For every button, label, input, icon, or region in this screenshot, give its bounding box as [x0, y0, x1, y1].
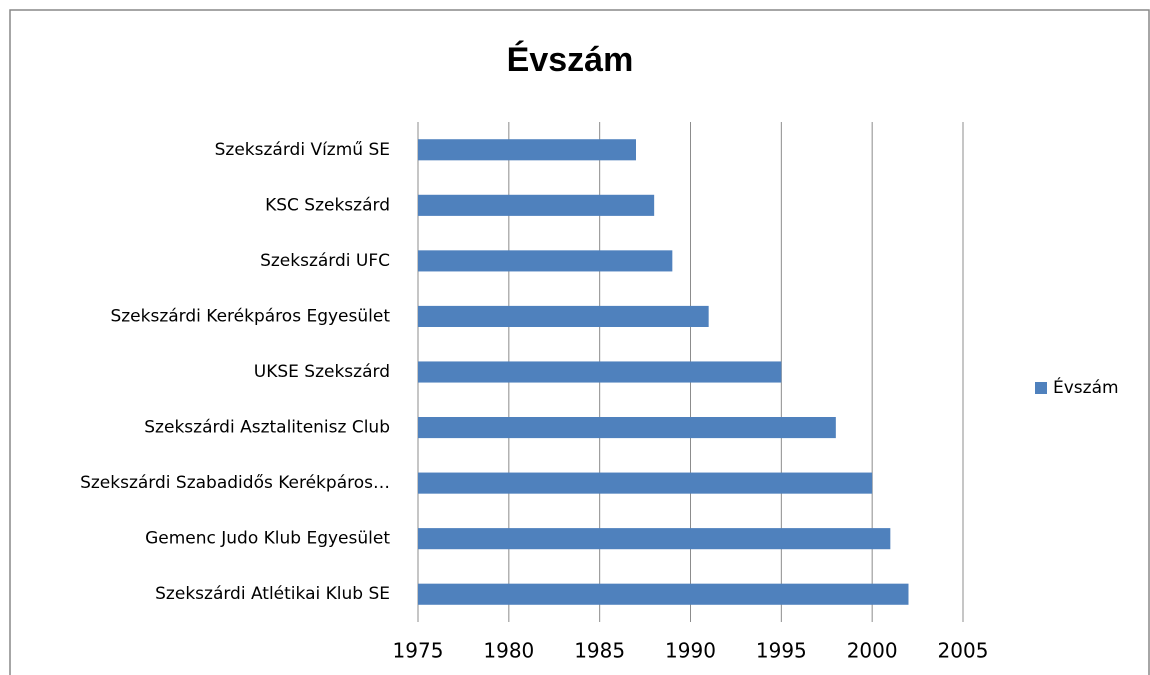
- bar: [418, 583, 909, 605]
- legend-label: Évszám: [1053, 376, 1119, 398]
- x-tick-label: 1990: [665, 639, 716, 663]
- bar: [418, 305, 709, 327]
- bar: [418, 417, 836, 439]
- bar: [418, 472, 873, 494]
- y-tick-label: KSC Szekszárd: [265, 195, 390, 215]
- y-tick-label: Szekszárdi Vízmű SE: [215, 140, 390, 160]
- bar: [418, 194, 655, 216]
- x-tick-label: 2005: [938, 639, 989, 663]
- y-tick-label: UKSE Szekszárd: [254, 362, 390, 382]
- bar: [418, 139, 636, 161]
- y-tick-label: Szekszárdi Atlétikai Klub SE: [155, 584, 390, 604]
- x-tick-label: 1980: [483, 639, 534, 663]
- y-tick-label: Szekszárdi Szabadidős Kerékpáros…: [80, 473, 390, 493]
- y-tick-label: Szekszárdi Asztalitenisz Club: [144, 418, 390, 438]
- y-tick-label: Gemenc Judo Klub Egyesület: [145, 529, 390, 549]
- legend-swatch: [1035, 382, 1047, 394]
- x-tick-label: 1975: [393, 639, 444, 663]
- bar: [418, 250, 673, 272]
- x-tick-label: 1985: [574, 639, 625, 663]
- bar: [418, 361, 782, 383]
- y-tick-label: Szekszárdi Kerékpáros Egyesület: [110, 306, 390, 326]
- y-tick-label: Szekszárdi UFC: [260, 251, 390, 271]
- x-tick-label: 1995: [756, 639, 807, 663]
- chart-border: [9, 9, 1150, 675]
- x-tick-label: 2000: [847, 639, 898, 663]
- bar: [418, 528, 891, 550]
- chart-title: Évszám: [507, 41, 634, 79]
